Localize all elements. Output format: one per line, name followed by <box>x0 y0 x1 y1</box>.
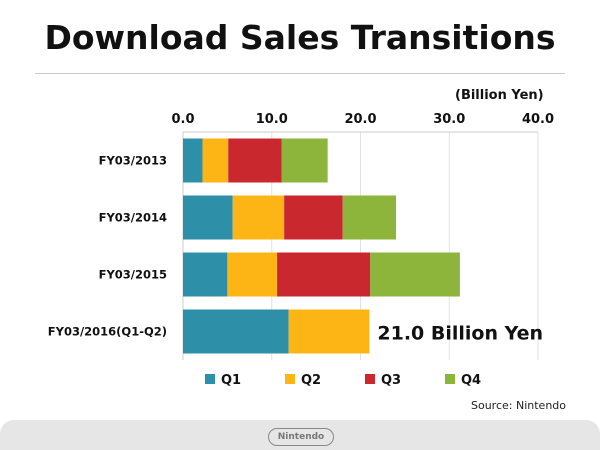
bar-q3 <box>228 138 282 183</box>
category-label: FY03/2016(Q1-Q2) <box>48 325 167 339</box>
bar-q4 <box>342 195 396 240</box>
legend-label: Q2 <box>301 373 321 388</box>
bar-q4 <box>281 138 328 183</box>
bar-q1 <box>183 195 233 240</box>
x-tick-label: 20.0 <box>344 112 376 127</box>
bar-q3 <box>284 195 343 240</box>
bar-q1 <box>183 138 203 183</box>
bar-q3 <box>277 252 371 297</box>
bar-q1 <box>183 309 289 354</box>
legend-label: Q1 <box>221 373 241 388</box>
category-label: FY03/2014 <box>99 211 167 225</box>
legend-swatch <box>205 374 215 384</box>
chart-title: Download Sales Transitions <box>44 18 556 57</box>
bar-q1 <box>183 252 228 297</box>
bar-q2 <box>232 195 285 240</box>
legend-swatch <box>445 374 455 384</box>
bar-q2 <box>227 252 278 297</box>
bar-q2 <box>288 309 370 354</box>
bar-q2 <box>202 138 229 183</box>
x-tick-label: 0.0 <box>171 112 194 127</box>
category-label: FY03/2015 <box>99 268 167 282</box>
unit-label: (Billion Yen) <box>455 88 544 103</box>
legend-label: Q4 <box>461 373 481 388</box>
x-tick-label: 40.0 <box>522 112 554 127</box>
source-note: Source: Nintendo <box>471 399 567 412</box>
title-divider <box>35 73 565 74</box>
legend-swatch <box>285 374 295 384</box>
legend-label: Q3 <box>381 373 401 388</box>
bar-q4 <box>370 252 460 297</box>
x-tick-label: 30.0 <box>433 112 465 127</box>
x-tick-label: 10.0 <box>256 112 288 127</box>
total-annotation: 21.0 Billion Yen <box>377 323 543 345</box>
stacked-bar-chart: 0.0 10.0 20.0 30.0 40.0 FY03/2013 FY03/2014 FY0… <box>48 112 554 388</box>
category-label: FY03/2013 <box>99 154 167 168</box>
legend-swatch <box>365 374 375 384</box>
nintendo-logo: Nintendo <box>268 428 334 446</box>
